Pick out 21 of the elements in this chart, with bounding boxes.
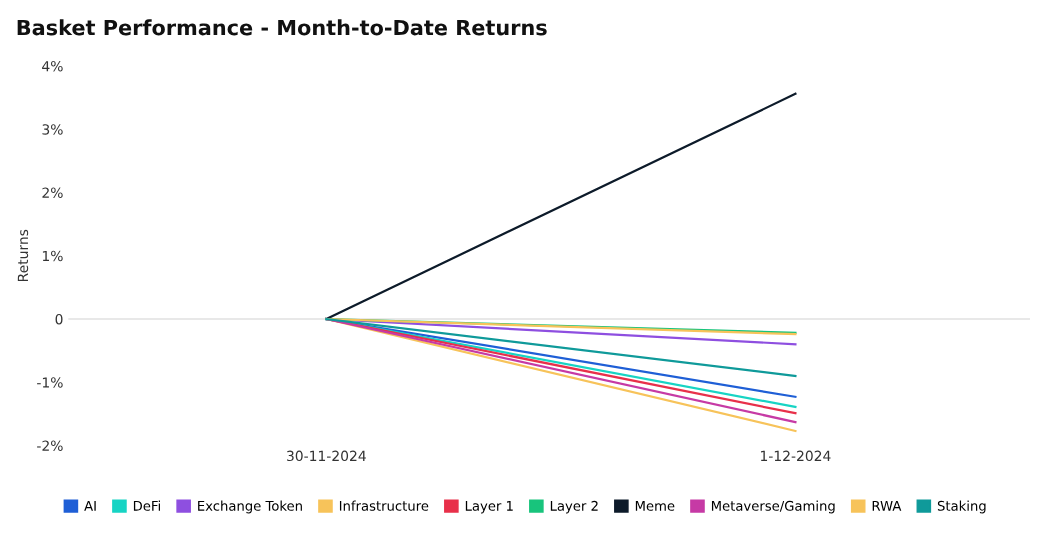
y-tick-label: 2% [42,187,63,198]
y-tick-label: 1% [42,250,63,262]
legend-label: Layer 1 [465,501,513,514]
y-tick-label: 0 [55,313,63,325]
legend-label: Layer 2 [550,500,598,514]
legend-label: Staking [937,500,986,514]
legend-label: Metaverse/Gaming [711,500,835,514]
legend-label: Exchange Token [198,500,302,514]
x-tick-label: 30-11-2024 [287,450,366,462]
y-tick-label: 3% [42,124,63,135]
legend-label: DeFi [133,500,160,511]
y-tick-label: -1% [37,377,63,388]
chart-title: Basket Performance - Month-to-Date Returns [17,19,547,36]
legend-label: AI [84,501,96,511]
y-tick-label: 4% [42,60,63,72]
legend-label: Infrastructure [339,500,429,511]
legend-label: Meme [635,501,675,511]
x-tick-label: 1-12-2024 [761,450,831,462]
y-tick-label: -2% [37,440,63,451]
legend-label: RWA [872,501,902,511]
y-axis-title: Returns [17,229,29,282]
